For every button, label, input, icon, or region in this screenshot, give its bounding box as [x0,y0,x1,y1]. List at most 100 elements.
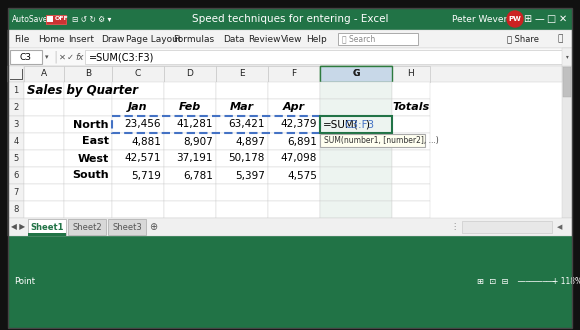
Bar [320,82,392,99]
Text: Peter Weverka: Peter Weverka [452,15,518,23]
Text: 8,907: 8,907 [183,137,213,147]
Bar [216,116,268,133]
Bar [24,167,64,184]
Text: C3:F3: C3:F3 [344,119,374,129]
Bar [320,99,392,116]
Text: H: H [408,70,414,79]
Text: =SUM(: =SUM( [323,119,359,129]
Text: ⊞: ⊞ [523,14,531,24]
Text: ▾: ▾ [45,54,49,60]
Text: 🔗 Share: 🔗 Share [507,35,539,44]
Bar [112,184,164,201]
Text: =SUM(C3:F3): =SUM(C3:F3) [89,52,154,62]
Bar [320,167,392,184]
Text: Apr: Apr [283,103,305,113]
Text: East: East [82,137,109,147]
Bar [216,184,268,201]
Bar [108,219,146,235]
Bar [8,66,572,218]
Bar [47,16,53,22]
Text: 4,575: 4,575 [287,171,317,181]
Bar [392,99,430,116]
Bar [320,133,392,150]
Text: 7: 7 [13,188,19,197]
Text: South: South [72,171,109,181]
Text: 6,891: 6,891 [287,137,317,147]
Text: Help: Help [306,35,327,44]
Text: Sales by Quarter: Sales by Quarter [27,84,138,97]
Bar [392,167,430,184]
Text: ⋮: ⋮ [450,222,458,232]
Bar [216,201,268,218]
Bar [562,66,572,218]
Bar [112,150,164,167]
Text: Draw: Draw [101,35,125,44]
Bar [462,221,552,233]
Text: Insert: Insert [68,35,94,44]
Text: —: — [534,14,544,24]
Text: F: F [291,70,296,79]
Bar [112,116,164,133]
Text: Home: Home [38,35,64,44]
Bar [85,50,570,64]
Bar [64,184,112,201]
Bar [563,67,571,97]
Bar [64,167,112,184]
Text: Jan: Jan [128,103,148,113]
Bar [112,201,164,218]
Text: ✕: ✕ [559,14,567,24]
Text: 3: 3 [13,120,19,129]
Text: North: North [74,119,109,129]
Bar [64,201,112,218]
Bar [392,201,430,218]
Text: 🔍 Search: 🔍 Search [342,35,375,44]
Bar [216,82,268,99]
Text: Point: Point [14,278,35,286]
Bar [320,201,392,218]
Text: ◀ ▶: ◀ ▶ [11,222,25,232]
Text: 42,571: 42,571 [125,153,161,163]
Bar [8,66,24,82]
Text: Formulas: Formulas [173,35,214,44]
Text: Sheet2: Sheet2 [72,222,102,232]
Text: 💬: 💬 [557,35,563,44]
Bar [8,99,24,116]
Bar [268,116,320,133]
Text: E: E [239,70,245,79]
Bar [392,116,430,133]
Bar [28,233,66,236]
Bar [64,116,112,133]
Text: D: D [187,70,194,79]
Bar [112,167,164,184]
Text: Feb: Feb [179,103,201,113]
Bar [164,167,216,184]
Text: OFF: OFF [55,16,69,21]
Bar [320,116,392,133]
Text: ▾: ▾ [566,54,568,59]
Bar [320,66,392,218]
Text: 5,719: 5,719 [131,171,161,181]
Bar [268,167,320,184]
Bar [268,133,320,150]
Bar [8,218,572,236]
Text: ✓: ✓ [67,52,74,61]
Bar [68,219,106,235]
Bar [392,184,430,201]
Bar [164,66,216,82]
Bar [392,150,430,167]
Bar [8,133,24,150]
Text: 6: 6 [13,171,19,180]
Bar [164,133,216,150]
Text: West: West [78,153,109,163]
Bar [320,134,425,147]
Text: Totals: Totals [393,103,430,113]
Bar [112,99,164,116]
Bar [320,66,392,82]
Bar [8,150,24,167]
Text: + 118%: + 118% [552,278,580,286]
Bar [164,99,216,116]
Bar [8,167,24,184]
Bar [8,8,572,30]
Bar [8,30,572,48]
Text: ): ) [365,119,369,129]
